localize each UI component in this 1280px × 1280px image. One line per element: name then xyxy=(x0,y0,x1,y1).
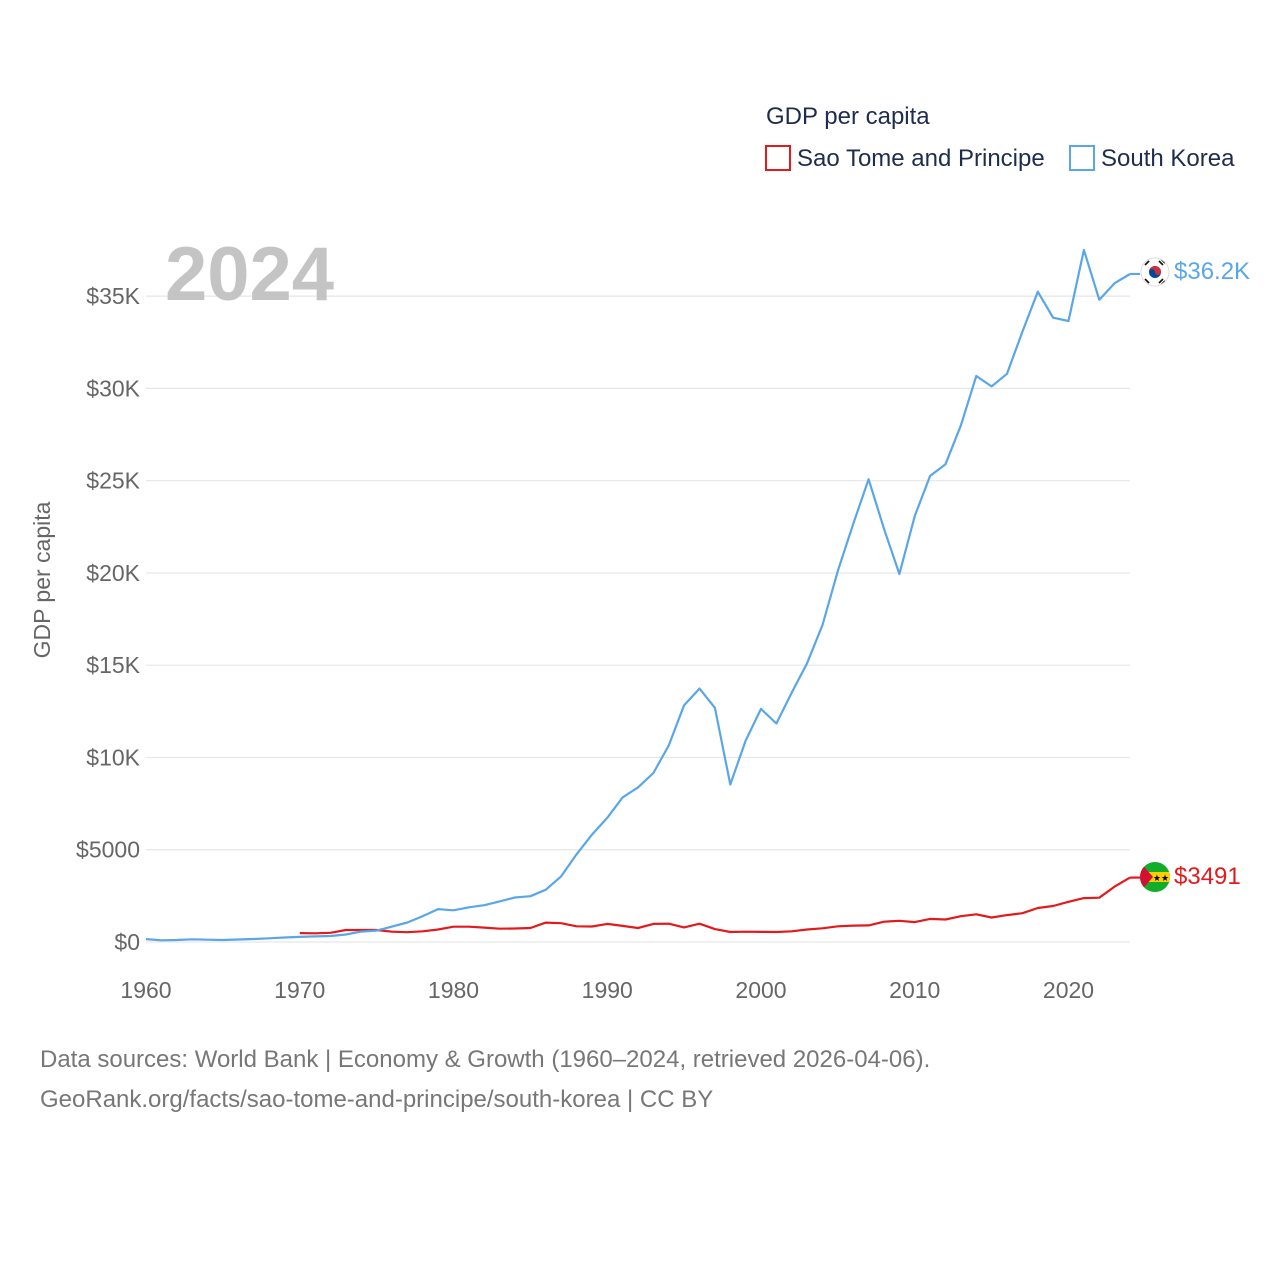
footer: Data sources: World Bank | Economy & Gro… xyxy=(40,1040,930,1120)
footer-sources: Data sources: World Bank | Economy & Gro… xyxy=(40,1046,931,1073)
y-tick-label: $10K xyxy=(86,744,140,770)
end-label-sao-tome: $3491 xyxy=(1174,863,1241,890)
year-label: 2024 xyxy=(165,232,334,317)
series-line-sao-tome xyxy=(299,876,1131,935)
end-label-south-korea: $36.2K xyxy=(1174,258,1250,285)
y-tick-label: $5000 xyxy=(76,837,140,863)
y-tick-label: $25K xyxy=(86,468,140,494)
legend-swatch-sao-tome xyxy=(765,145,791,171)
y-tick-label: $20K xyxy=(86,560,140,586)
series-line-south-korea xyxy=(145,248,1131,942)
svg-text:★★: ★★ xyxy=(1153,874,1169,884)
x-tick-label: 1980 xyxy=(428,977,479,1003)
x-tick-label: 1960 xyxy=(120,977,171,1003)
legend-label-south-korea: South Korea xyxy=(1101,145,1235,172)
legend: GDP per capita Sao Tome and Principe Sou… xyxy=(765,103,1235,172)
y-tick-label: $35K xyxy=(86,283,140,309)
flags: ★★ xyxy=(1140,257,1170,892)
legend-swatch-south-korea xyxy=(1069,145,1095,171)
sao-tome-flag-icon: ★★ xyxy=(1140,862,1170,892)
series-layer xyxy=(145,248,1140,942)
legend-title: GDP per capita xyxy=(766,103,930,130)
legend-label-sao-tome: Sao Tome and Principe xyxy=(797,145,1045,172)
x-tick-label: 2020 xyxy=(1043,977,1094,1003)
footer-link: GeoRank.org/facts/sao-tome-and-principe/… xyxy=(40,1086,714,1113)
x-tick-label: 2010 xyxy=(889,977,940,1003)
y-axis-title: GDP per capita xyxy=(29,501,55,658)
x-tick-label: 2000 xyxy=(735,977,786,1003)
grid-layer: $0 $5000 $10K $15K $20K $25K $30K $35K 1960 1970 1… xyxy=(76,283,1130,1003)
x-tick-label: 1990 xyxy=(582,977,633,1003)
x-tick-label: 1970 xyxy=(274,977,325,1003)
y-tick-label: $0 xyxy=(114,929,140,955)
south-korea-flag-icon xyxy=(1140,257,1170,287)
y-tick-label: $15K xyxy=(86,652,140,678)
y-tick-label: $30K xyxy=(86,375,140,401)
